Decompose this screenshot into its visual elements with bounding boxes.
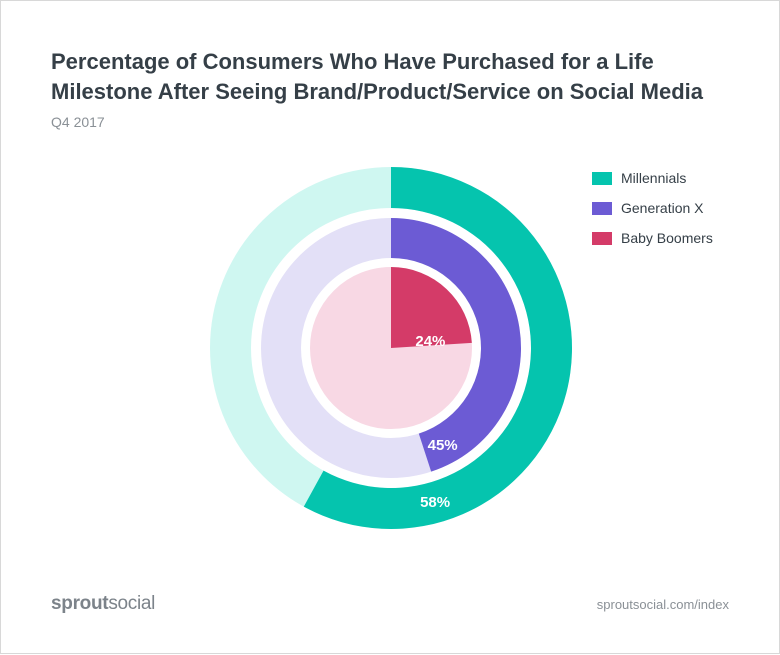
data-label-millennials: 58% — [420, 494, 450, 511]
brand-logo: sproutsocial — [51, 593, 155, 615]
chart-title: Percentage of Consumers Who Have Purchas… — [51, 47, 751, 107]
chart-subtitle: Q4 2017 — [51, 114, 105, 130]
brand-logo-part-1: sprout — [51, 593, 109, 614]
legend-label-generation-x: Generation X — [621, 200, 704, 216]
legend-item-baby-boomers: Baby Boomers — [592, 223, 713, 253]
legend-label-baby-boomers: Baby Boomers — [621, 230, 713, 246]
legend-swatch-baby-boomers — [592, 231, 612, 245]
legend-label-millennials: Millennials — [621, 170, 687, 186]
data-label-generation-x: 45% — [428, 437, 458, 454]
ring-arc-millennials — [303, 167, 572, 529]
ring-arc-generation-x — [391, 218, 522, 472]
data-label-baby-boomers: 24% — [415, 333, 445, 350]
ring-arc-baby-boomers — [391, 267, 472, 348]
chart-title-line-1: Percentage of Consumers Who Have Purchas… — [51, 49, 654, 74]
chart-title-line-2: Milestone After Seeing Brand/Product/Ser… — [51, 79, 704, 104]
legend-swatch-millennials — [592, 171, 612, 185]
legend-item-millennials: Millennials — [592, 163, 713, 193]
source-link[interactable]: sproutsocial.com/index — [596, 597, 729, 612]
legend: Millennials Generation X Baby Boomers — [592, 163, 713, 253]
legend-swatch-generation-x — [592, 201, 612, 215]
legend-item-generation-x: Generation X — [592, 193, 713, 223]
brand-logo-part-2: social — [108, 593, 156, 614]
